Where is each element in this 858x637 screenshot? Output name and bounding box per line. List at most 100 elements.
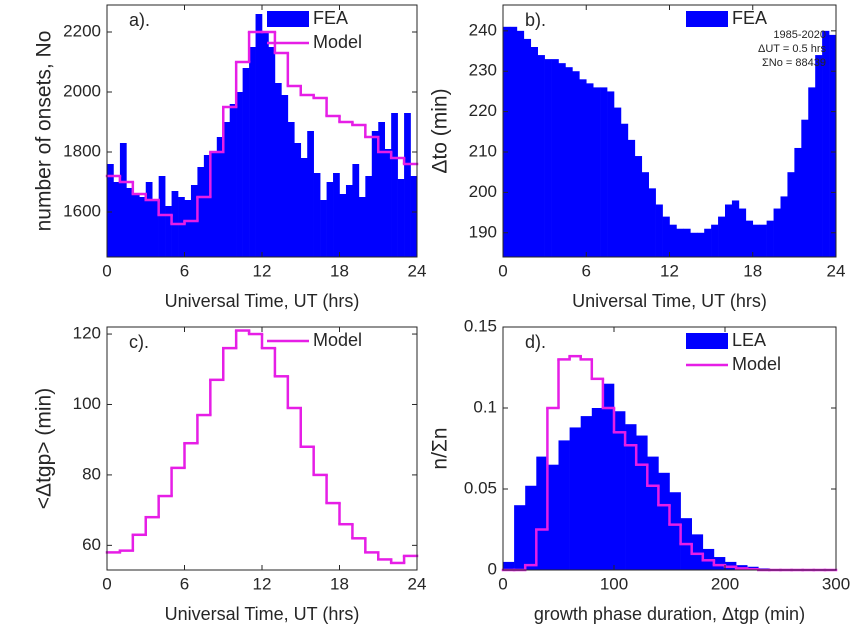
bar [530, 47, 538, 257]
bar [579, 79, 587, 257]
y-axis-label: <Δtgp> (min) [33, 388, 56, 509]
x-tick-label: 12 [253, 574, 272, 593]
bar [165, 206, 172, 257]
bar [607, 91, 615, 257]
y-tick-label: 80 [82, 464, 101, 483]
bar [294, 143, 302, 257]
bar [509, 26, 518, 257]
bar [815, 55, 823, 258]
bar [391, 113, 398, 257]
bar [718, 216, 726, 257]
bar [262, 32, 269, 257]
annotation: 1985-2020 [773, 29, 826, 41]
bar [178, 197, 185, 257]
bar [184, 200, 192, 257]
x-axis-label: Universal Time, UT (hrs) [165, 291, 360, 311]
y-tick-label: 1800 [63, 141, 101, 160]
bar [274, 83, 282, 257]
x-tick-label: 100 [600, 574, 628, 593]
bar [662, 216, 670, 257]
bar [794, 147, 802, 257]
bar [591, 408, 604, 570]
bar [536, 456, 548, 570]
y-tick-label: 100 [73, 394, 101, 413]
bar [711, 224, 719, 257]
x-tick-label: 18 [330, 261, 349, 280]
bar [514, 505, 526, 570]
bar [371, 131, 379, 257]
bar [216, 137, 224, 257]
x-tick-label: 300 [822, 574, 850, 593]
bar [676, 228, 684, 257]
legend-label: Model [313, 330, 362, 350]
legend-label: Model [732, 354, 781, 374]
bar [537, 55, 545, 258]
bar [634, 156, 643, 257]
bar [745, 220, 754, 257]
legend-label: FEA [732, 8, 767, 28]
x-tick-label: 0 [102, 574, 111, 593]
x-tick-label: 18 [330, 574, 349, 593]
bar [572, 71, 580, 257]
bar [525, 485, 537, 570]
bar [547, 464, 559, 570]
y-tick-label: 120 [73, 324, 101, 343]
bar [808, 87, 816, 257]
bar [731, 200, 740, 257]
y-tick-label: 2200 [63, 21, 101, 40]
panel-label: b). [525, 10, 546, 30]
legend-swatch [686, 11, 728, 27]
bar [655, 204, 663, 257]
bar [690, 232, 698, 257]
bar [378, 122, 386, 257]
bar [210, 152, 218, 257]
bar [614, 411, 626, 570]
y-tick-label: 200 [469, 182, 497, 201]
x-tick-label: 0 [102, 261, 111, 280]
bar [558, 440, 570, 570]
y-tick-label: 0 [488, 559, 497, 578]
bar [113, 182, 121, 257]
y-axis-label: Δto (min) [429, 88, 452, 173]
x-tick-label: 24 [408, 574, 427, 593]
bar [236, 92, 243, 257]
bar [586, 83, 594, 257]
y-tick-label: 0.15 [464, 316, 497, 335]
bar [339, 194, 347, 257]
axes-box [106, 326, 418, 571]
x-axis-label: Universal Time, UT (hrs) [165, 604, 360, 624]
bar [558, 63, 566, 258]
bar [614, 107, 622, 257]
axes-box [502, 326, 837, 571]
bar [766, 220, 774, 257]
bar [551, 59, 559, 257]
bar [287, 122, 295, 257]
y-axis-label: number of onsets, No [33, 31, 56, 232]
legend-label: Model [313, 32, 362, 52]
y-axis-label: n/Σn [429, 427, 452, 469]
bar [397, 179, 405, 257]
bar [152, 200, 159, 257]
bar [158, 176, 166, 257]
bar [333, 173, 340, 257]
bar [725, 204, 733, 257]
y-tick-label: 60 [82, 535, 101, 554]
bar [326, 182, 334, 257]
y-tick-label: 2000 [63, 81, 101, 100]
x-tick-label: 24 [408, 261, 427, 280]
panel-label: c). [129, 332, 149, 352]
bar [669, 492, 681, 570]
bar [223, 122, 231, 257]
y-tick-label: 210 [469, 141, 497, 160]
bar [641, 172, 649, 257]
bar [600, 87, 608, 257]
legend-label: LEA [732, 330, 766, 350]
y-tick-label: 240 [469, 20, 497, 39]
bar [365, 176, 373, 257]
bar [145, 182, 153, 257]
bar [197, 167, 205, 257]
bar [544, 59, 552, 257]
x-tick-label: 12 [253, 261, 272, 280]
annotation: ΔUT = 0.5 hrs [758, 43, 826, 55]
bar [126, 188, 134, 257]
